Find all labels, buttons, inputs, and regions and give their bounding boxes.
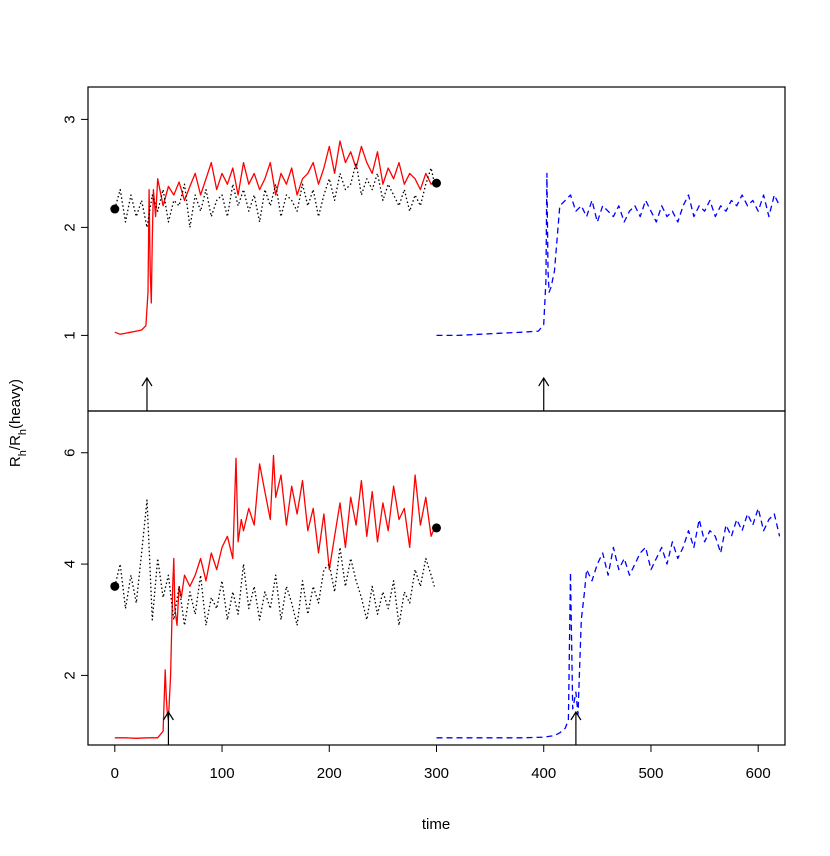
y-tick-label: 2 bbox=[61, 223, 78, 231]
panel-bottom: 2 4 6 bbox=[61, 410, 786, 746]
event-arrow-icon bbox=[162, 710, 174, 745]
event-arrow-icon bbox=[538, 376, 550, 411]
data-point-marker bbox=[432, 523, 441, 533]
panel-frame bbox=[87, 86, 786, 412]
plot-panels: 1 2 3 2 4 6 bbox=[61, 86, 786, 746]
y-tick-label: 2 bbox=[61, 671, 78, 679]
y-tick-label: 6 bbox=[61, 449, 78, 457]
data-point-marker bbox=[432, 178, 441, 188]
y-tick-label: 3 bbox=[61, 115, 78, 123]
y-tick-label: 4 bbox=[61, 560, 78, 568]
event-arrow-icon bbox=[141, 376, 153, 411]
series-black-dotted-line bbox=[114, 161, 436, 229]
x-tick-label: 600 bbox=[746, 765, 771, 782]
x-axis: 0 100 200 300 400 500 600 bbox=[111, 745, 771, 782]
x-tick-label: 400 bbox=[531, 765, 556, 782]
y-tick-label: 1 bbox=[61, 331, 78, 339]
series-red-solid-line bbox=[114, 454, 436, 739]
x-tick-label: 500 bbox=[638, 765, 663, 782]
series-black-dotted-line bbox=[114, 499, 436, 626]
y-axis-title: Rh/Rh(heavy) bbox=[7, 379, 29, 467]
event-arrow-icon bbox=[570, 710, 582, 745]
panel-frame bbox=[87, 410, 786, 746]
x-tick-label: 0 bbox=[111, 765, 119, 782]
x-axis-title: time bbox=[422, 816, 450, 833]
series-red-solid-line bbox=[114, 140, 435, 335]
data-point-marker bbox=[110, 581, 120, 591]
x-tick-label: 300 bbox=[424, 765, 449, 782]
panel-top: 1 2 3 bbox=[61, 86, 786, 412]
x-tick-label: 100 bbox=[210, 765, 235, 782]
series-blue-dashed-line bbox=[436, 507, 781, 739]
x-tick-label: 200 bbox=[317, 765, 342, 782]
series-blue-dashed-line bbox=[436, 172, 781, 337]
data-point-marker bbox=[110, 204, 120, 214]
